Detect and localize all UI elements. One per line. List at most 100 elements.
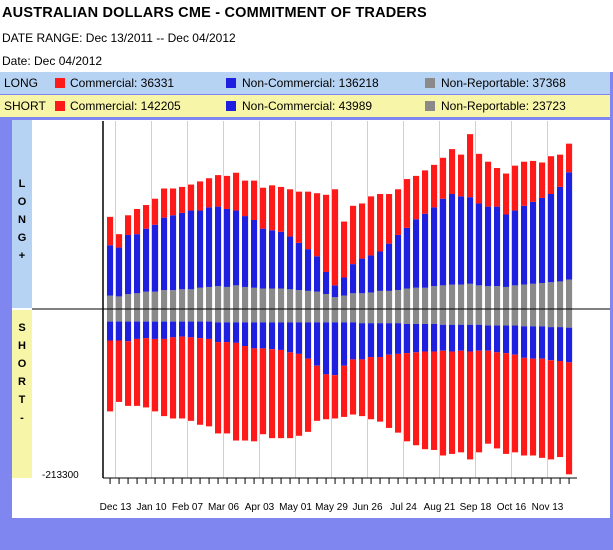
bar-short-commercial [260,348,267,435]
bar-long-commercial [476,153,483,204]
bar-short-commercial [314,365,321,421]
bar-long-commercial [485,161,492,207]
x-tick-label: Feb 07 [172,502,204,513]
bar-short-non-reportable [368,309,375,324]
bar-long-commercial [197,181,204,211]
bar-long-commercial [566,143,573,173]
bar-long-commercial [431,164,438,208]
bar-short-commercial [431,351,438,450]
bar-short-non-reportable [278,309,285,323]
bar-long-non-reportable [395,290,402,309]
bar-long-commercial [341,221,348,278]
bar-short-commercial [107,340,114,412]
bar-short-commercial [152,338,159,412]
bar-long-commercial [323,194,330,272]
long-non-commercial-value: Non-Commercial: 136218 [242,76,379,90]
bar-long-non-reportable [215,286,222,309]
bar-long-non-reportable [125,294,132,309]
bar-long-commercial [368,196,375,256]
bar-short-non-reportable [350,309,357,323]
bar-long-non-reportable [251,287,258,309]
bar-long-non-commercial [170,215,177,291]
bar-long-commercial [152,198,159,225]
bar-short-commercial [458,350,465,453]
bar-long-commercial [413,175,420,220]
bar-long-non-commercial [116,247,123,297]
bar-long-non-reportable [512,285,519,309]
bar-long-non-commercial [287,236,294,290]
bar-long-commercial [233,172,240,211]
bar-short-commercial [395,353,402,433]
commercial-swatch [55,101,65,111]
bar-long-non-reportable [134,293,141,309]
bar-long-non-commercial [152,224,159,292]
bar-long-non-commercial [485,206,492,287]
commercial-swatch [55,78,65,88]
bar-long-non-reportable [341,295,348,309]
bar-long-non-commercial [305,249,312,291]
short-non-commercial-value: Non-Commercial: 43989 [242,99,373,113]
bar-long-non-reportable [206,286,213,309]
bar-short-non-commercial [152,321,159,339]
bar-long-commercial [521,161,528,206]
bar-long-non-reportable [170,290,177,309]
bar-long-non-reportable [116,296,123,309]
bar-long-non-commercial [503,214,510,287]
bar-long-non-reportable [458,284,465,309]
bar-long-non-commercial [413,219,420,288]
bar-short-commercial [170,337,177,419]
bar-short-non-reportable [224,309,231,323]
bar-short-non-reportable [125,309,132,322]
bar-long-non-reportable [224,286,231,309]
bar-long-non-reportable [440,285,447,309]
bar-long-non-commercial [278,231,285,289]
bar-short-non-reportable [485,309,492,326]
bar-long-non-commercial [269,230,276,289]
x-tick-label: Dec 13 [100,502,132,513]
bar-short-non-reportable [395,309,402,324]
bar-long-non-commercial [512,210,519,286]
bar-short-non-reportable [170,309,177,322]
bar-short-commercial [494,352,501,449]
short-commercial-value: Commercial: 142205 [70,99,181,113]
bar-short-non-commercial [503,325,510,354]
bar-short-commercial [422,351,429,450]
bar-short-non-reportable [413,309,420,324]
bar-short-commercial [548,360,555,460]
bar-short-commercial [566,362,573,475]
bar-short-non-reportable [557,309,564,328]
bar-short-commercial [206,338,213,427]
bar-long-non-commercial [134,234,141,294]
bar-long-commercial [440,157,447,199]
bar-long-non-commercial [206,207,213,287]
bar-short-commercial [179,336,186,419]
bar-short-non-commercial [233,322,240,343]
bar-short-non-commercial [197,321,204,339]
bar-short-non-commercial [467,324,474,352]
bar-long-non-reportable [197,287,204,309]
bar-long-non-reportable [404,288,411,309]
bar-short-commercial [440,350,447,456]
bar-short-non-reportable [422,309,429,324]
bar-long-commercial [296,191,303,243]
bar-short-non-reportable [458,309,465,325]
bar-long-non-commercial [521,205,528,285]
bar-long-commercial [386,194,393,244]
bar-long-non-commercial [386,243,393,291]
bar-long-commercial [251,180,258,220]
long-side-band: L O N G + [12,120,32,308]
bar-short-commercial [278,349,285,439]
bar-short-non-reportable [107,309,114,322]
bar-short-non-reportable [467,309,474,325]
bar-short-non-commercial [485,325,492,351]
bar-short-non-commercial [251,322,258,349]
bar-long-non-reportable [161,290,168,309]
bar-short-commercial [557,360,564,458]
bar-long-commercial [260,187,267,229]
bar-short-commercial [224,342,231,434]
bar-short-non-reportable [260,309,267,323]
bar-short-non-commercial [440,324,447,351]
bar-long-non-reportable [413,287,420,309]
bar-long-commercial [224,175,231,209]
bar-short-non-reportable [179,309,186,322]
